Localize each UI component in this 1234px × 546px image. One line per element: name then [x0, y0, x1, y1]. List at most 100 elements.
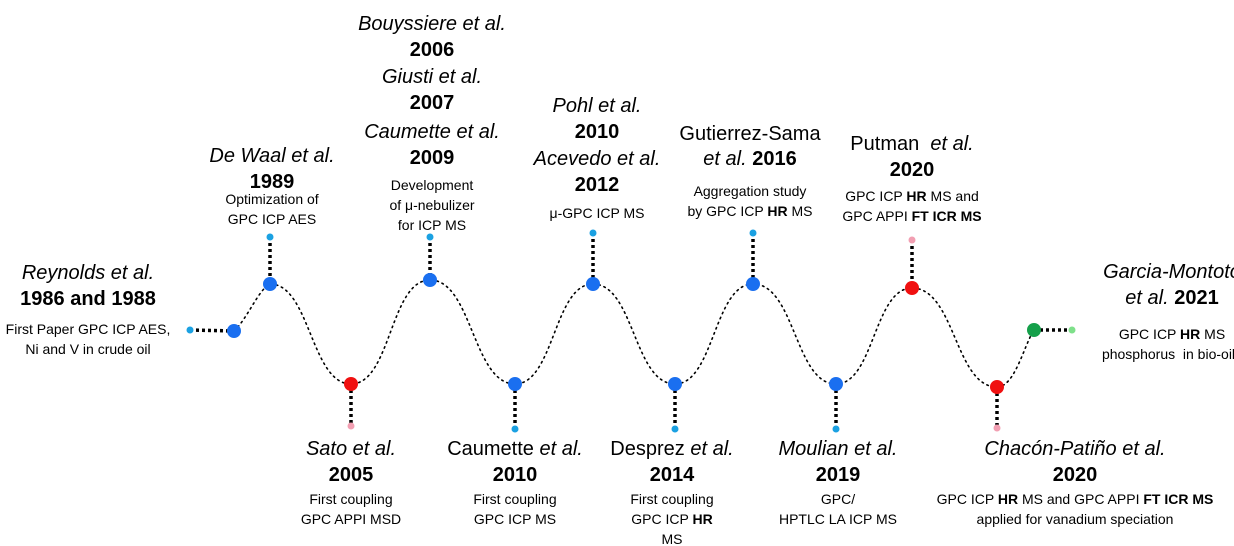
event-line: GPC ICP HR MS and GPC APPI FT ICR MS — [937, 491, 1214, 507]
end-dots — [186, 229, 1076, 433]
text-segment: 2019 — [816, 464, 861, 486]
text-segment: 2006 — [410, 39, 455, 61]
text-segment: applied for vanadium speciation — [977, 511, 1174, 527]
text-segment: Sato et al. — [306, 438, 396, 460]
event-line: GPC ICP HR — [631, 511, 712, 527]
text-segment: GPC APPI MSD — [301, 511, 401, 527]
event-line: Chacón-Patiño et al. — [984, 438, 1165, 460]
text-segment: 2010 — [575, 121, 620, 143]
event-line: 2009 — [410, 147, 455, 169]
text-segment: HR — [767, 203, 787, 219]
event-labels: Reynolds et al. 1986 and 1988 First Paper … — [6, 13, 1234, 546]
event-line: Ni and V in crude oil — [25, 341, 150, 357]
text-segment: GPC ICP — [937, 491, 998, 507]
text-segment: GPC ICP — [631, 511, 692, 527]
event-line: 2010 — [493, 464, 538, 486]
text-segment: FT ICR MS — [912, 208, 982, 224]
text-segment: et al. — [703, 148, 746, 170]
text-segment: 2020 — [890, 159, 935, 181]
event-line: First coupling — [630, 491, 713, 507]
event-line: Caumette et al. — [364, 121, 500, 143]
event-line: 2012 — [575, 174, 620, 196]
text-segment: 2021 — [1169, 287, 1219, 309]
nodes — [227, 273, 1041, 394]
text-segment: phosphorus in bio-oils — [1102, 346, 1234, 362]
text-segment: Putman — [850, 133, 930, 155]
text-segment: 2016 — [747, 148, 797, 170]
event-line: Giusti et al. — [382, 66, 482, 88]
text-segment: FT ICR MS — [1143, 491, 1213, 507]
event-line: 1989 — [250, 171, 295, 193]
event-line: First coupling — [309, 491, 392, 507]
event-line: GPC APPI MSD — [301, 511, 401, 527]
connectors — [189, 233, 1072, 429]
timeline-curve — [233, 279, 1035, 388]
text-segment: GPC ICP MS — [474, 511, 556, 527]
text-segment: MS — [1200, 326, 1225, 342]
text-segment: First Paper GPC ICP AES, — [6, 321, 171, 337]
event-line: GPC APPI FT ICR MS — [842, 208, 981, 224]
text-segment: GPC ICP — [845, 188, 906, 204]
text-segment: Garcia-Montoto — [1103, 261, 1234, 283]
text-segment: MS — [662, 531, 683, 546]
event-line: Development — [391, 177, 474, 193]
text-segment: 2020 — [1053, 464, 1098, 486]
text-segment: 2014 — [650, 464, 695, 486]
event-line: Reynolds et al. — [22, 262, 154, 284]
text-segment: Bouyssiere et al. — [358, 13, 506, 35]
text-segment: Giusti et al. — [382, 66, 482, 88]
event-line: Optimization of — [225, 191, 318, 207]
event-line: phosphorus in bio-oils — [1102, 346, 1234, 362]
text-segment: HPTLC LA ICP MS — [779, 511, 897, 527]
event-line: Sato et al. — [306, 438, 396, 460]
text-segment: Chacón-Patiño et al. — [984, 438, 1165, 460]
text-segment: Desprez — [610, 438, 690, 460]
text-segment: et al. — [1125, 287, 1168, 309]
text-segment: Development — [391, 177, 474, 193]
event-line: Garcia-Montoto — [1103, 261, 1234, 283]
event-line: 2010 — [575, 121, 620, 143]
text-segment: MS and — [927, 188, 979, 204]
event-line: of μ-nebulizer — [389, 197, 474, 213]
text-segment: 2007 — [410, 92, 455, 114]
text-segment: HR — [692, 511, 712, 527]
text-segment: 2005 — [329, 464, 374, 486]
event-line: GPC ICP MS — [474, 511, 556, 527]
event-line: by GPC ICP HR MS — [687, 203, 812, 219]
text-segment: 2010 — [493, 464, 538, 486]
text-segment: De Waal et al. — [209, 145, 334, 167]
text-segment: First coupling — [473, 491, 556, 507]
event-line: 2020 — [1053, 464, 1098, 486]
text-segment: MS — [788, 203, 813, 219]
text-segment: Aggregation study — [694, 183, 807, 199]
event-line: et al. 2021 — [1125, 287, 1218, 309]
text-segment: et al. — [930, 133, 973, 155]
text-segment: by GPC ICP — [687, 203, 767, 219]
text-segment: GPC ICP — [1119, 326, 1180, 342]
event-line: GPC ICP AES — [228, 211, 316, 227]
text-segment: Pohl et al. — [553, 95, 642, 117]
text-segment: Gutierrez-Sama — [679, 123, 821, 145]
event-line: 2020 — [890, 159, 935, 181]
event-line: De Waal et al. — [209, 145, 334, 167]
event-line: HPTLC LA ICP MS — [779, 511, 897, 527]
text-segment: Caumette — [447, 438, 539, 460]
event-line: μ-GPC ICP MS — [550, 205, 645, 221]
text-segment: 1986 and 1988 — [20, 288, 156, 310]
event-line: 2005 — [329, 464, 374, 486]
text-segment: for ICP MS — [398, 217, 466, 233]
text-segment: 2012 — [575, 174, 620, 196]
event-line: applied for vanadium speciation — [977, 511, 1174, 527]
text-segment: GPC APPI — [842, 208, 911, 224]
text-segment: μ-GPC ICP MS — [550, 205, 645, 221]
text-segment: HR — [1180, 326, 1200, 342]
text-segment: Moulian et al. — [779, 438, 898, 460]
text-segment: GPC/ — [821, 491, 855, 507]
event-line: First coupling — [473, 491, 556, 507]
event-line: Gutierrez-Sama — [679, 123, 821, 145]
text-segment: MS and GPC APPI — [1018, 491, 1143, 507]
text-segment: et al. — [539, 438, 582, 460]
event-line: for ICP MS — [398, 217, 466, 233]
event-line: Bouyssiere et al. — [358, 13, 506, 35]
